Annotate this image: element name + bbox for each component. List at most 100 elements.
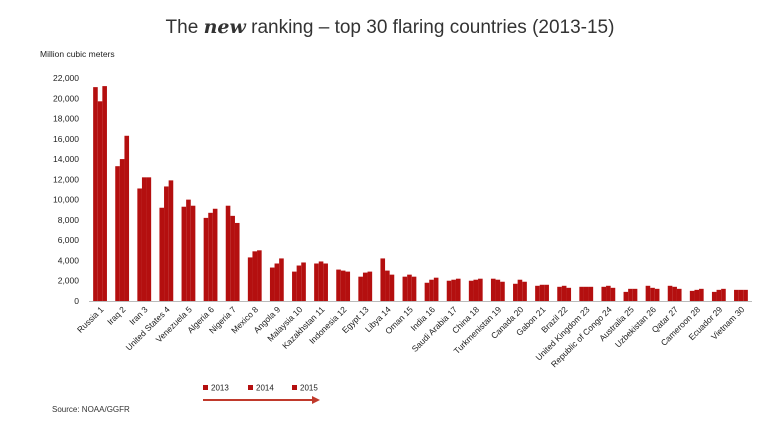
bar-2014: [583, 286, 589, 301]
bar-2013: [358, 276, 363, 301]
bar-2015: [478, 278, 483, 301]
bar-2015: [279, 258, 284, 301]
bar-2013: [601, 286, 607, 301]
bar-2015: [566, 287, 572, 301]
chart-title-part-2: ranking – top 30 flaring countries (2013…: [246, 17, 615, 38]
bar-2013: [535, 285, 540, 301]
bar-2015: [721, 288, 726, 301]
bar-2013: [689, 290, 695, 301]
bar-2013: [93, 87, 98, 301]
bar-2014: [164, 186, 169, 301]
y-tick-label: 4,000: [58, 255, 80, 265]
bar-2015: [544, 284, 549, 301]
bar-2013: [623, 291, 629, 301]
bar-2015: [212, 208, 218, 301]
bar-2014: [517, 279, 523, 301]
bar-2015: [345, 271, 351, 301]
bar-2014: [473, 279, 479, 301]
bar-2015: [257, 250, 262, 301]
bar-2013: [490, 278, 496, 301]
bar-2014: [119, 159, 125, 301]
legend-swatch: [203, 385, 208, 390]
bar-2013: [380, 258, 386, 301]
bar-2015: [455, 278, 461, 301]
y-tick-label: 22,000: [53, 73, 79, 83]
bar-2014: [606, 285, 611, 301]
y-tick-label: 8,000: [58, 215, 80, 225]
bar-2013: [645, 285, 651, 301]
bar-2015: [234, 222, 240, 301]
bar-2015: [610, 287, 616, 301]
legend: 2013 2014 2015: [203, 384, 318, 393]
bar-2015: [676, 288, 682, 301]
chart-title: The new ranking – top 30 flaring countri…: [166, 16, 615, 38]
bar-2013: [468, 280, 474, 301]
bar-2014: [407, 274, 412, 301]
bar-2013: [711, 291, 717, 301]
bar-2014: [296, 265, 302, 301]
x-tick-label: Russia 1: [75, 304, 106, 335]
y-tick-label: 6,000: [58, 235, 80, 245]
bar-2014: [495, 279, 501, 301]
bar-2013: [513, 283, 518, 301]
bar-2014: [561, 285, 567, 301]
bar-2015: [124, 135, 130, 301]
bar-2015: [588, 286, 594, 301]
legend-label: 2013: [211, 384, 229, 393]
y-tick-label: 2,000: [58, 276, 80, 286]
bar-2014: [274, 263, 280, 301]
bar-2014: [340, 270, 346, 301]
chart-title-part-1: The: [166, 17, 204, 38]
legend-swatch: [292, 385, 297, 390]
bar-2014: [738, 289, 744, 301]
bar-2013: [225, 205, 231, 301]
bar-2013: [579, 286, 584, 301]
bar-2014: [141, 177, 147, 301]
bar-2013: [115, 166, 120, 301]
source-note: Source: NOAA/GGFR: [52, 405, 130, 414]
bar-2015: [190, 205, 196, 301]
bar-2015: [743, 289, 748, 301]
bar-2014: [694, 289, 700, 301]
bar-2014: [672, 286, 677, 301]
bar-2014: [318, 261, 324, 301]
bar-2015: [500, 281, 505, 301]
bar-2015: [146, 177, 152, 301]
bar-2015: [433, 277, 439, 301]
bar-2014: [385, 270, 390, 301]
y-tick-label: 14,000: [53, 154, 79, 164]
bar-2014: [362, 272, 368, 301]
bar-2015: [632, 288, 638, 301]
bar-2014: [97, 101, 103, 302]
bar-2013: [424, 282, 430, 301]
bar-2015: [389, 274, 395, 301]
bar-2015: [654, 288, 660, 301]
bar-2013: [667, 285, 673, 301]
bar-2015: [301, 262, 306, 301]
bar-2014: [451, 279, 456, 301]
y-tick-label: 0: [74, 296, 79, 306]
bar-2013: [734, 289, 739, 301]
legend-arrow: [203, 396, 320, 404]
bar-2013: [247, 257, 253, 301]
bar-2014: [650, 287, 655, 301]
bar-2014: [230, 215, 235, 301]
bar-2014: [429, 279, 434, 301]
bar-group: [93, 86, 748, 302]
chart-title-emphasis: new: [204, 16, 247, 38]
bar-2013: [402, 276, 408, 301]
bar-2014: [539, 284, 545, 301]
bar-2013: [446, 280, 452, 301]
bar-2013: [557, 286, 562, 301]
bar-2015: [522, 281, 527, 301]
bar-2015: [411, 276, 417, 301]
bar-2015: [102, 86, 107, 301]
y-axis: 0 2,000 4,000 6,000 8,000 10,000 12,000 14,000 1…: [53, 73, 79, 306]
bar-2013: [269, 267, 275, 301]
bar-2013: [292, 271, 297, 301]
bar-2014: [716, 289, 722, 301]
y-tick-label: 18,000: [53, 114, 79, 124]
bar-2013: [181, 206, 187, 301]
